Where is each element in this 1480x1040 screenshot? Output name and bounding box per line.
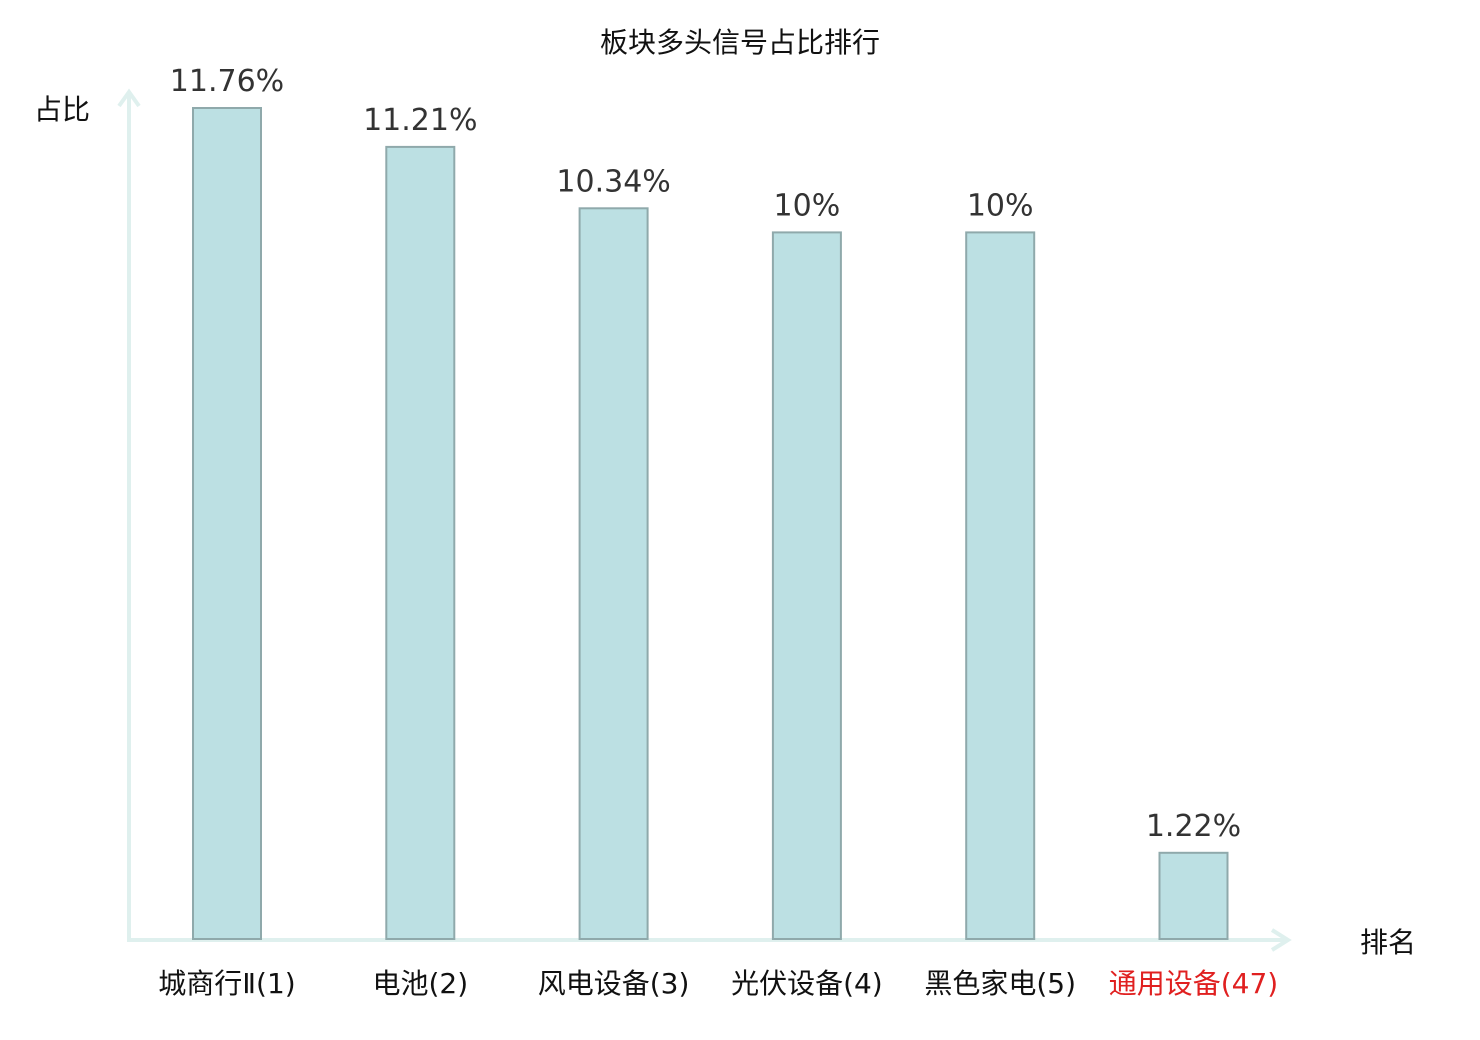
value-labels-group: 11.76% 11.21% 10.34% 10% 10% 1.22%	[170, 64, 1241, 844]
chart-title: 板块多头信号占比排行	[600, 26, 880, 59]
y-axis-arrow-icon	[117, 88, 141, 108]
data-label: 10%	[774, 188, 841, 223]
bar	[771, 231, 842, 940]
x-axis-arrow-icon	[1270, 928, 1292, 952]
bar	[965, 231, 1036, 940]
tick-label: 光伏设备(4)	[731, 967, 883, 1000]
y-axis-label: 占比	[34, 93, 90, 126]
bar	[192, 107, 262, 940]
tick-label: 黑色家电(5)	[924, 967, 1076, 1000]
data-label: 11.76%	[170, 64, 284, 99]
bar	[1158, 851, 1229, 940]
x-axis-label: 排名	[1360, 926, 1416, 959]
bars-group	[192, 107, 1229, 941]
bar	[385, 145, 456, 940]
data-label: 1.22%	[1146, 809, 1241, 844]
x-axis	[127, 928, 1292, 952]
y-axis	[117, 88, 141, 940]
category-labels-group: 城商行Ⅱ(1) 电池(2) 风电设备(3) 光伏设备(4) 黑色家电(5) 通用设备(47…	[158, 967, 1278, 1000]
data-label: 10.34%	[556, 164, 670, 199]
tick-label: 城商行Ⅱ(1)	[158, 967, 295, 1000]
bar	[578, 207, 649, 941]
tick-label: 电池(2)	[372, 967, 468, 1000]
data-label: 10%	[967, 188, 1034, 223]
data-label: 11.21%	[363, 103, 477, 138]
tick-label: 风电设备(3)	[538, 967, 690, 1000]
tick-label: 通用设备(47)	[1109, 967, 1278, 1000]
